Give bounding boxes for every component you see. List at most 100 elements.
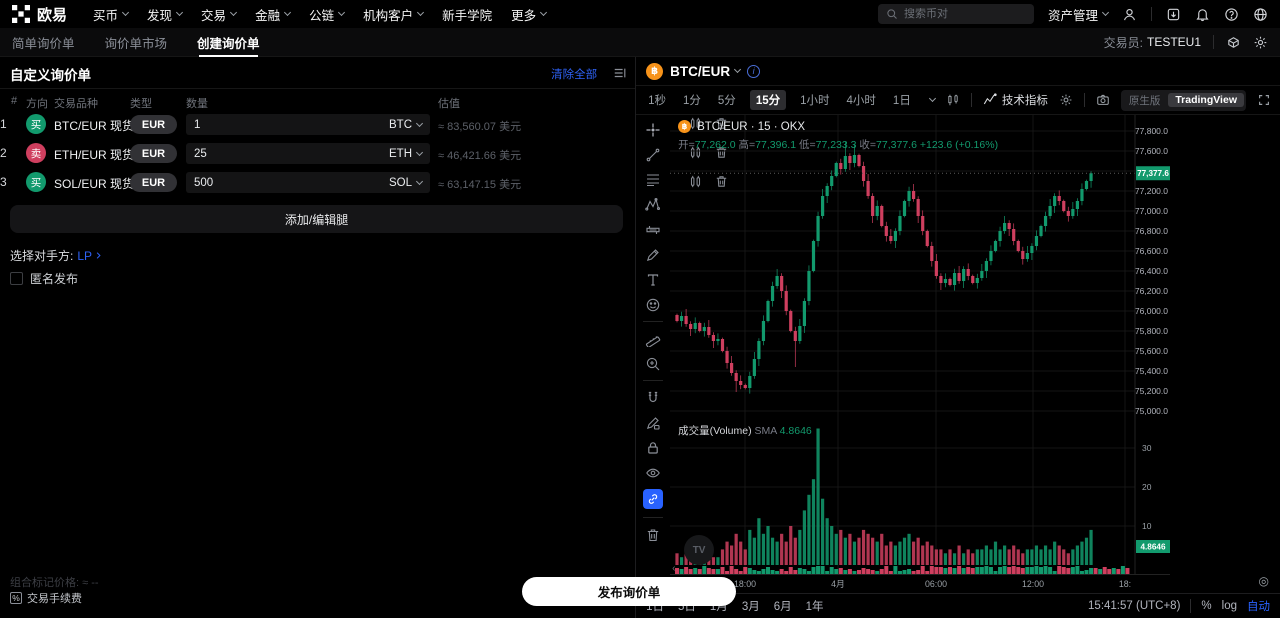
drawing-mode-icon[interactable] — [645, 414, 662, 431]
symbol-dropdown[interactable]: BTC/EUR — [670, 64, 742, 79]
range-3m[interactable]: 3月 — [741, 601, 760, 613]
ccy-dropdown[interactable]: ETH — [389, 148, 430, 160]
candle-style-icon[interactable] — [946, 93, 960, 107]
tab-create-rfq[interactable]: 创建询价单 — [197, 28, 260, 57]
fib-retracement-icon[interactable] — [645, 171, 662, 188]
search-input[interactable] — [903, 8, 1014, 20]
nav-item-finance[interactable]: 金融 — [255, 5, 292, 24]
nav-item-chain[interactable]: 公链 — [309, 5, 346, 24]
tf-15m[interactable]: 15分 — [749, 90, 787, 110]
long-position-icon[interactable] — [645, 221, 662, 238]
delete-leg-icon[interactable] — [714, 174, 729, 189]
assets-menu[interactable]: 资产管理 — [1048, 5, 1110, 24]
chart-footer: 1日 5日 1月 3月 6月 1年 15:41:57 (UTC+8) % log… — [636, 593, 1280, 618]
magnet-icon[interactable] — [645, 389, 662, 406]
mode-native[interactable]: 原生版 — [1128, 94, 1161, 107]
trend-line-icon[interactable] — [645, 146, 662, 163]
nav-item-academy[interactable]: 新手学院 — [442, 8, 493, 23]
chevron-down-icon — [415, 119, 424, 127]
tf-1s[interactable]: 1秒 — [648, 95, 666, 107]
link-drawings-icon[interactable] — [643, 489, 664, 509]
candles-icon[interactable] — [688, 174, 703, 189]
clear-all-link[interactable]: 清除全部 — [551, 69, 598, 81]
tf-1d[interactable]: 1日 — [892, 95, 911, 107]
chevron-down-icon[interactable] — [928, 94, 936, 103]
tradingview-watermark[interactable]: TV — [684, 535, 715, 565]
scroll-to-realtime-icon[interactable]: ◎ — [1258, 574, 1269, 588]
chevron-right-icon[interactable] — [113, 148, 122, 157]
okx-logo[interactable]: 欧易 — [12, 4, 67, 25]
search-box[interactable] — [877, 4, 1034, 24]
clock[interactable]: 15:41:57 (UTC+8) — [1088, 600, 1181, 612]
quote-ccy-button[interactable]: EUR — [130, 144, 177, 163]
remove-drawings-trash-icon[interactable] — [645, 526, 662, 543]
svg-text:76,200.0: 76,200.0 — [1135, 286, 1168, 296]
tf-1m[interactable]: 1分 — [683, 95, 701, 107]
emoji-icon[interactable] — [645, 296, 662, 313]
crosshair-icon[interactable] — [645, 121, 662, 138]
pane-collapse-arrow[interactable]: ‹ — [672, 563, 676, 574]
zoom-in-icon[interactable] — [645, 355, 662, 372]
nav-item-discover[interactable]: 发现 — [147, 5, 184, 24]
publish-rfq-button[interactable]: 发布询价单 — [522, 577, 736, 606]
candles-icon[interactable] — [688, 145, 703, 160]
chart-mode-toggle: 原生版 TradingView — [1120, 89, 1246, 111]
brush-icon[interactable] — [645, 246, 662, 263]
settings-gear-icon[interactable] — [1253, 35, 1268, 50]
anonymous-checkbox[interactable] — [10, 272, 23, 285]
svg-text:76,800.0: 76,800.0 — [1135, 226, 1168, 236]
delete-leg-icon[interactable] — [714, 145, 729, 160]
hide-drawings-eye-icon[interactable] — [645, 464, 662, 481]
candles-icon[interactable] — [688, 116, 703, 131]
lock-icon[interactable] — [645, 439, 662, 456]
amount-input[interactable] — [186, 176, 389, 189]
xabcd-pattern-icon[interactable] — [645, 196, 662, 213]
tf-1h[interactable]: 1小时 — [800, 95, 830, 107]
add-edit-legs-button[interactable]: 添加/编辑腿 — [10, 205, 624, 233]
nav-item-buy-crypto[interactable]: 买币 — [93, 5, 130, 24]
ccy-dropdown[interactable]: BTC — [389, 119, 430, 131]
tf-5m[interactable]: 5分 — [717, 95, 736, 107]
usd-value: ≈ 83,560.07 美元 — [438, 121, 522, 133]
chevron-down-icon — [284, 8, 292, 17]
camera-snapshot-icon[interactable] — [1096, 93, 1110, 107]
quote-ccy-button[interactable]: EUR — [130, 115, 177, 134]
chevron-right-icon[interactable] — [113, 177, 122, 186]
chevron-right-icon[interactable] — [113, 119, 122, 128]
amount-input[interactable] — [186, 147, 389, 160]
indicator-wave-icon[interactable] — [983, 93, 997, 107]
chart-settings-gear-icon[interactable] — [1059, 93, 1073, 107]
fullscreen-expand-icon[interactable] — [1257, 93, 1271, 107]
nav-item-institutions[interactable]: 机构客户 — [363, 5, 425, 24]
workspace-box-icon[interactable] — [1226, 35, 1241, 50]
leg-index: 2 — [0, 146, 7, 160]
menu-list-icon[interactable] — [613, 66, 627, 80]
download-app-icon[interactable] — [1166, 7, 1181, 22]
range-1y[interactable]: 1年 — [805, 601, 824, 613]
amount-input[interactable] — [186, 118, 389, 131]
quote-ccy-button[interactable]: EUR — [130, 173, 177, 192]
mode-tradingview[interactable]: TradingView — [1168, 93, 1244, 107]
nav-item-more[interactable]: 更多 — [511, 5, 548, 24]
info-icon[interactable]: i — [747, 64, 761, 78]
indicators-button[interactable]: 技术指标 — [1001, 95, 1048, 107]
auto-scale-button[interactable]: 自动 — [1247, 601, 1270, 613]
tab-simple-rfq[interactable]: 简单询价单 — [12, 36, 75, 51]
counterparty-link[interactable]: LP — [77, 249, 103, 263]
percent-icon: % — [10, 592, 22, 604]
ruler-icon[interactable] — [645, 330, 662, 347]
price-chart[interactable]: 10 20 30 77,800.0 77,600.0 77,200.0 77,000.0 76… — [670, 115, 1171, 593]
range-6m[interactable]: 6月 — [773, 601, 792, 613]
tab-rfq-market[interactable]: 询价单市场 — [104, 36, 168, 51]
log-scale-button[interactable]: log — [1221, 600, 1237, 612]
nav-item-trade[interactable]: 交易 — [201, 5, 238, 24]
user-icon[interactable] — [1122, 7, 1137, 22]
delete-leg-icon[interactable] — [714, 116, 729, 131]
percent-scale-button[interactable]: % — [1201, 600, 1212, 612]
notifications-bell-icon[interactable] — [1195, 7, 1210, 22]
ccy-dropdown[interactable]: SOL — [389, 177, 430, 189]
language-globe-icon[interactable] — [1253, 7, 1268, 22]
help-icon[interactable] — [1224, 7, 1239, 22]
text-tool-icon[interactable] — [645, 271, 662, 288]
tf-4h[interactable]: 4小时 — [846, 95, 876, 107]
